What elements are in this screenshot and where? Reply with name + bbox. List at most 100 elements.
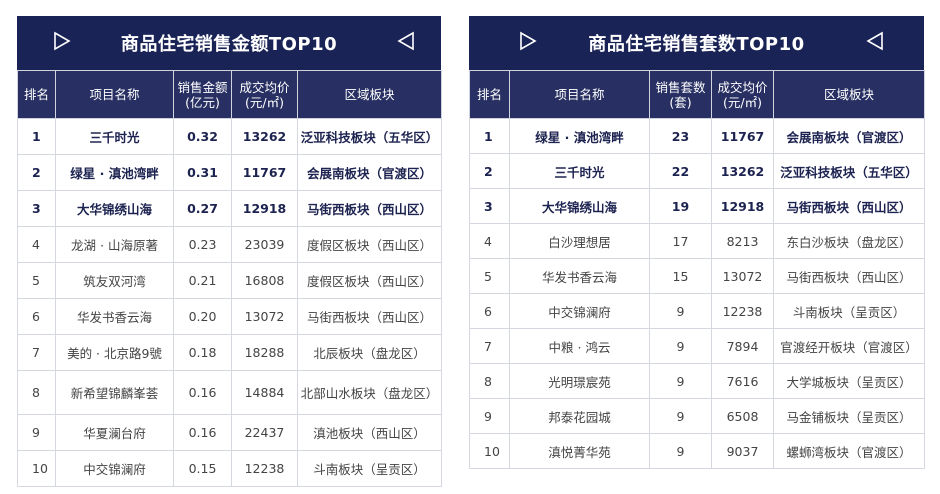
price-cell: 6508 <box>711 398 774 434</box>
project-name-cell: 中交锦澜府 <box>509 293 650 329</box>
value-cell: 9 <box>649 328 712 364</box>
value-cell: 0.16 <box>173 414 232 451</box>
rank-cell: 2 <box>469 153 510 189</box>
table-row: 4 白沙理想居 17 8213 东白沙板块（盘龙区） <box>469 223 925 259</box>
value-cell: 0.31 <box>173 154 232 191</box>
rank-cell: 10 <box>469 433 510 469</box>
value-cell: 17 <box>649 223 712 259</box>
project-name-cell: 龙湖 · 山海原著 <box>55 226 174 263</box>
units-title-bar: 商品住宅销售套数TOP10 <box>469 16 924 70</box>
header-rank: 排名 <box>469 70 510 119</box>
project-name-cell: 大华锦绣山海 <box>55 190 174 227</box>
rank-cell: 9 <box>17 414 56 451</box>
project-name-cell: 新希望锦麟峯荟 <box>55 370 174 415</box>
price-cell: 13262 <box>231 118 298 155</box>
price-cell: 12918 <box>231 190 298 227</box>
price-cell: 8213 <box>711 223 774 259</box>
table-row: 2 绿星 · 滇池湾畔 0.31 11767 会展南板块（官渡区） <box>17 154 442 191</box>
project-name-cell: 三千时光 <box>509 153 650 189</box>
header-amount: 销售金额 (亿元) <box>173 70 232 119</box>
header-area: 区域板块 <box>297 70 442 119</box>
rank-cell: 10 <box>17 450 56 487</box>
value-cell: 0.16 <box>173 370 232 415</box>
amount-top10-panel: 商品住宅销售金额TOP10 排名 项目名称 销售金额 (亿元) 成交均价 (元/… <box>17 16 442 487</box>
project-name-cell: 中粮 · 鸿云 <box>509 328 650 364</box>
value-cell: 22 <box>649 153 712 189</box>
project-name-cell: 美的 · 北京路9號 <box>55 334 174 371</box>
value-cell: 0.27 <box>173 190 232 227</box>
value-cell: 0.18 <box>173 334 232 371</box>
area-cell: 度假区板块（西山区） <box>297 262 442 299</box>
price-cell: 13072 <box>231 298 298 335</box>
project-name-cell: 华夏澜台府 <box>55 414 174 451</box>
rank-cell: 8 <box>17 370 56 415</box>
value-cell: 9 <box>649 433 712 469</box>
price-cell: 14884 <box>231 370 298 415</box>
area-cell: 北辰板块（盘龙区） <box>297 334 442 371</box>
project-name-cell: 邦泰花园城 <box>509 398 650 434</box>
price-cell: 12918 <box>711 188 774 224</box>
rank-cell: 4 <box>17 226 56 263</box>
project-name-cell: 绿星 · 滇池湾畔 <box>55 154 174 191</box>
play-right-icon <box>520 31 537 51</box>
units-table: 排名 项目名称 销售套数 (套) 成交均价 (元/㎡) 区域板块 1 绿星 · 滇… <box>469 70 925 469</box>
area-cell: 斗南板块（呈贡区） <box>297 450 442 487</box>
header-area: 区域板块 <box>773 70 925 119</box>
rank-cell: 3 <box>17 190 56 227</box>
value-cell: 0.32 <box>173 118 232 155</box>
amount-header-row: 排名 项目名称 销售金额 (亿元) 成交均价 (元/㎡) 区域板块 <box>17 70 442 119</box>
project-name-cell: 中交锦澜府 <box>55 450 174 487</box>
rank-cell: 6 <box>17 298 56 335</box>
area-cell: 会展南板块（官渡区） <box>297 154 442 191</box>
amount-table-body: 1 三千时光 0.32 13262 泛亚科技板块（五华区） 2 绿星 · 滇池湾畔 0.31 1… <box>17 118 442 487</box>
price-cell: 13072 <box>711 258 774 294</box>
area-cell: 滇池板块（西山区） <box>297 414 442 451</box>
rank-cell: 2 <box>17 154 56 191</box>
table-row: 1 绿星 · 滇池湾畔 23 11767 会展南板块（官渡区） <box>469 118 925 154</box>
value-cell: 23 <box>649 118 712 154</box>
area-cell: 斗南板块（呈贡区） <box>773 293 925 329</box>
area-cell: 马街西板块（西山区） <box>297 190 442 227</box>
units-title: 商品住宅销售套数TOP10 <box>588 34 805 55</box>
price-cell: 11767 <box>231 154 298 191</box>
rank-cell: 1 <box>17 118 56 155</box>
area-cell: 度假区板块（西山区） <box>297 226 442 263</box>
play-left-icon <box>397 31 414 51</box>
table-row: 5 华发书香云海 15 13072 马街西板块（西山区） <box>469 258 925 294</box>
rank-cell: 8 <box>469 363 510 399</box>
value-cell: 0.21 <box>173 262 232 299</box>
value-cell: 9 <box>649 398 712 434</box>
area-cell: 马金铺板块（呈贡区） <box>773 398 925 434</box>
header-project: 项目名称 <box>509 70 650 119</box>
rank-cell: 7 <box>17 334 56 371</box>
price-cell: 22437 <box>231 414 298 451</box>
table-row: 4 龙湖 · 山海原著 0.23 23039 度假区板块（西山区） <box>17 226 442 263</box>
amount-table: 排名 项目名称 销售金额 (亿元) 成交均价 (元/㎡) 区域板块 1 三千时光 0… <box>17 70 442 487</box>
price-cell: 7894 <box>711 328 774 364</box>
play-left-icon <box>866 31 883 51</box>
area-cell: 东白沙板块（盘龙区） <box>773 223 925 259</box>
table-row: 10 滇悦菁华苑 9 9037 螺蛳湾板块（官渡区） <box>469 433 925 469</box>
table-row: 1 三千时光 0.32 13262 泛亚科技板块（五华区） <box>17 118 442 155</box>
price-cell: 16808 <box>231 262 298 299</box>
rank-cell: 3 <box>469 188 510 224</box>
play-right-icon <box>54 31 71 51</box>
price-cell: 12238 <box>711 293 774 329</box>
header-units: 销售套数 (套) <box>649 70 712 119</box>
value-cell: 0.15 <box>173 450 232 487</box>
value-cell: 9 <box>649 293 712 329</box>
value-cell: 9 <box>649 363 712 399</box>
rank-cell: 5 <box>17 262 56 299</box>
value-cell: 0.20 <box>173 298 232 335</box>
project-name-cell: 白沙理想居 <box>509 223 650 259</box>
table-row: 2 三千时光 22 13262 泛亚科技板块（五华区） <box>469 153 925 189</box>
project-name-cell: 三千时光 <box>55 118 174 155</box>
area-cell: 泛亚科技板块（五华区） <box>297 118 442 155</box>
header-price: 成交均价 (元/㎡) <box>231 70 298 119</box>
rank-cell: 7 <box>469 328 510 364</box>
area-cell: 北部山水板块（盘龙区） <box>297 370 442 415</box>
price-cell: 12238 <box>231 450 298 487</box>
header-project: 项目名称 <box>55 70 174 119</box>
table-row: 6 中交锦澜府 9 12238 斗南板块（呈贡区） <box>469 293 925 329</box>
table-row: 3 大华锦绣山海 0.27 12918 马街西板块（西山区） <box>17 190 442 227</box>
